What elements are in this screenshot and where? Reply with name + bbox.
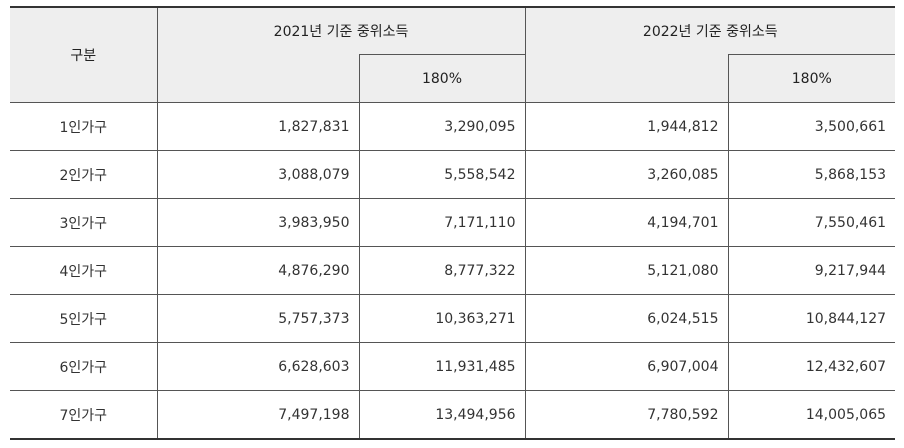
cell-2022-median: 1,944,812 bbox=[525, 103, 728, 151]
cell-2022-180pct: 9,217,944 bbox=[728, 247, 895, 295]
header-group: 구분 bbox=[10, 7, 157, 103]
header-2022-pct: 180% bbox=[728, 55, 895, 103]
cell-2021-median: 1,827,831 bbox=[157, 103, 359, 151]
cell-2021-180pct: 7,171,110 bbox=[359, 199, 525, 247]
table-row: 6인가구 6,628,603 11,931,485 6,907,004 12,4… bbox=[10, 343, 895, 391]
cell-2022-median: 5,121,080 bbox=[525, 247, 728, 295]
cell-2021-180pct: 3,290,095 bbox=[359, 103, 525, 151]
table-row: 2인가구 3,088,079 5,558,542 3,260,085 5,868… bbox=[10, 151, 895, 199]
header-2022: 2022년 기준 중위소득 bbox=[525, 7, 895, 55]
cell-2022-median: 4,194,701 bbox=[525, 199, 728, 247]
cell-2022-180pct: 12,432,607 bbox=[728, 343, 895, 391]
cell-2022-180pct: 10,844,127 bbox=[728, 295, 895, 343]
cell-2021-median: 7,497,198 bbox=[157, 391, 359, 440]
cell-2022-median: 6,024,515 bbox=[525, 295, 728, 343]
cell-2021-median: 3,088,079 bbox=[157, 151, 359, 199]
median-income-table: 구분 2021년 기준 중위소득 2022년 기준 중위소득 180% 180%… bbox=[10, 6, 895, 440]
table-body: 1인가구 1,827,831 3,290,095 1,944,812 3,500… bbox=[10, 103, 895, 440]
header-2021: 2021년 기준 중위소득 bbox=[157, 7, 525, 55]
row-label: 3인가구 bbox=[10, 199, 157, 247]
median-income-table-container: 구분 2021년 기준 중위소득 2022년 기준 중위소득 180% 180%… bbox=[10, 6, 895, 440]
cell-2021-180pct: 10,363,271 bbox=[359, 295, 525, 343]
row-label: 6인가구 bbox=[10, 343, 157, 391]
cell-2022-180pct: 3,500,661 bbox=[728, 103, 895, 151]
cell-2021-median: 5,757,373 bbox=[157, 295, 359, 343]
cell-2021-180pct: 8,777,322 bbox=[359, 247, 525, 295]
header-2022-spacer bbox=[525, 55, 728, 103]
cell-2021-180pct: 11,931,485 bbox=[359, 343, 525, 391]
cell-2021-median: 4,876,290 bbox=[157, 247, 359, 295]
table-row: 1인가구 1,827,831 3,290,095 1,944,812 3,500… bbox=[10, 103, 895, 151]
cell-2021-median: 6,628,603 bbox=[157, 343, 359, 391]
row-label: 7인가구 bbox=[10, 391, 157, 440]
header-row-1: 구분 2021년 기준 중위소득 2022년 기준 중위소득 bbox=[10, 7, 895, 55]
cell-2022-median: 7,780,592 bbox=[525, 391, 728, 440]
table-row: 7인가구 7,497,198 13,494,956 7,780,592 14,0… bbox=[10, 391, 895, 440]
row-label: 5인가구 bbox=[10, 295, 157, 343]
header-2021-spacer bbox=[157, 55, 359, 103]
header-2021-pct: 180% bbox=[359, 55, 525, 103]
table-row: 5인가구 5,757,373 10,363,271 6,024,515 10,8… bbox=[10, 295, 895, 343]
table-row: 3인가구 3,983,950 7,171,110 4,194,701 7,550… bbox=[10, 199, 895, 247]
cell-2022-180pct: 7,550,461 bbox=[728, 199, 895, 247]
cell-2021-median: 3,983,950 bbox=[157, 199, 359, 247]
row-label: 4인가구 bbox=[10, 247, 157, 295]
table-row: 4인가구 4,876,290 8,777,322 5,121,080 9,217… bbox=[10, 247, 895, 295]
cell-2022-180pct: 5,868,153 bbox=[728, 151, 895, 199]
row-label: 1인가구 bbox=[10, 103, 157, 151]
cell-2021-180pct: 13,494,956 bbox=[359, 391, 525, 440]
cell-2022-180pct: 14,005,065 bbox=[728, 391, 895, 440]
row-label: 2인가구 bbox=[10, 151, 157, 199]
cell-2022-median: 3,260,085 bbox=[525, 151, 728, 199]
table-header: 구분 2021년 기준 중위소득 2022년 기준 중위소득 180% 180% bbox=[10, 7, 895, 103]
cell-2021-180pct: 5,558,542 bbox=[359, 151, 525, 199]
cell-2022-median: 6,907,004 bbox=[525, 343, 728, 391]
